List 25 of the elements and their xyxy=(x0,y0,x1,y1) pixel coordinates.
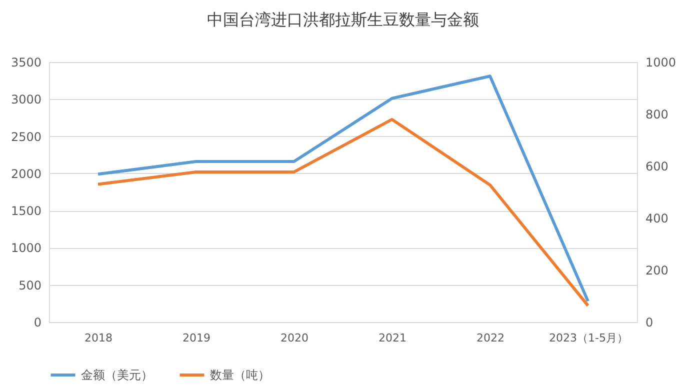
x-tick-label: 2022 xyxy=(476,332,504,344)
y2-tick-label: 800 xyxy=(646,108,668,122)
legend-label: 数量（吨） xyxy=(210,368,270,382)
legend-label: 金额（美元） xyxy=(81,368,153,382)
x-tick-label: 2019 xyxy=(182,332,210,344)
y-tick-label: 500 xyxy=(18,278,42,292)
y-tick-label: 3000 xyxy=(10,92,42,107)
y2-tick-label: 200 xyxy=(646,264,668,278)
y2-tick-label: 400 xyxy=(646,212,668,226)
y2-tick-label: 600 xyxy=(646,160,668,174)
line-series xyxy=(96,74,590,303)
line-series xyxy=(96,118,590,308)
y-tick-label: 1000 xyxy=(10,241,42,256)
x-tick-label: 2020 xyxy=(280,332,308,344)
y-tick-label: 2000 xyxy=(10,166,42,181)
chart-title: 中国台湾进口洪都拉斯生豆数量与金额 xyxy=(207,10,479,29)
y2-tick-label: 1000 xyxy=(646,56,676,70)
x-tick-label: 2018 xyxy=(84,332,112,344)
y-tick-label: 0 xyxy=(34,316,42,330)
x-tick-label: 2023（1-5月） xyxy=(549,332,628,344)
y2-tick-label: 0 xyxy=(646,316,654,330)
y-tick-label: 1500 xyxy=(10,204,42,218)
y-tick-label: 3500 xyxy=(10,56,42,70)
x-tick-label: 2021 xyxy=(378,332,406,344)
y-tick-label: 2500 xyxy=(10,130,42,144)
